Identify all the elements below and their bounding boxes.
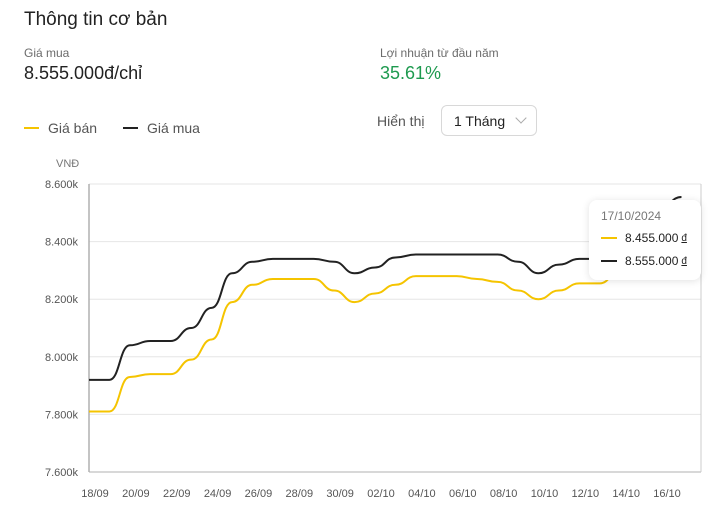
tooltip-buy-value: 8.555.000 bbox=[625, 254, 679, 268]
legend-label: Giá mua bbox=[147, 120, 200, 136]
tooltip-row-sell: 8.455.000 đ bbox=[601, 231, 689, 245]
chart-legend: Giá bán Giá mua bbox=[24, 120, 226, 136]
x-tick-label: 26/09 bbox=[245, 488, 273, 500]
y-tick-label: 7.800k bbox=[45, 409, 79, 421]
display-range-label: Hiển thị bbox=[377, 113, 425, 129]
chart-tooltip: 17/10/2024 8.455.000 đ 8.555.000 đ bbox=[589, 200, 701, 280]
buy-line-swatch-icon bbox=[123, 127, 139, 129]
legend-item-sell[interactable]: Giá bán bbox=[24, 120, 97, 136]
x-tick-label: 16/10 bbox=[653, 488, 681, 500]
currency-symbol: đ bbox=[681, 232, 687, 244]
x-tick-label: 22/09 bbox=[163, 488, 191, 500]
y-axis-ticks: 7.600k 7.800k 8.000k 8.200k 8.400k 8.600k bbox=[45, 179, 79, 479]
buy-price-line[interactable] bbox=[88, 195, 682, 381]
x-tick-label: 10/10 bbox=[531, 488, 559, 500]
buy-price-label: Giá mua bbox=[24, 46, 70, 60]
currency-symbol: đ bbox=[681, 255, 687, 267]
price-line-chart: VNĐ 7.600k 7.800k 8.000k 8.200k 8.400k 8.600k… bbox=[45, 158, 702, 500]
x-tick-label: 06/10 bbox=[449, 488, 477, 500]
page-title: Thông tin cơ bản bbox=[24, 9, 168, 30]
x-tick-label: 28/09 bbox=[286, 488, 314, 500]
y-tick-label: 8.600k bbox=[45, 179, 79, 191]
ytd-return-value: 35.61% bbox=[380, 63, 442, 83]
x-tick-label: 18/09 bbox=[81, 488, 109, 500]
buy-price-value: 8.555.000đ/chỉ bbox=[24, 63, 143, 83]
chevron-down-icon bbox=[515, 112, 527, 124]
time-range-select[interactable]: 1 Tháng bbox=[441, 105, 537, 136]
sell-line-swatch-icon bbox=[601, 237, 617, 239]
ytd-return-label: Lợi nhuận từ đầu năm bbox=[380, 46, 499, 60]
time-range-value: 1 Tháng bbox=[454, 112, 506, 129]
legend-item-buy[interactable]: Giá mua bbox=[123, 120, 200, 136]
legend-label: Giá bán bbox=[48, 120, 98, 136]
sell-line-swatch-icon bbox=[24, 127, 39, 129]
x-tick-label: 04/10 bbox=[408, 488, 436, 500]
buy-line-swatch-icon bbox=[601, 260, 617, 262]
x-tick-label: 24/09 bbox=[204, 488, 232, 500]
x-tick-label: 02/10 bbox=[367, 488, 395, 500]
x-tick-label: 20/09 bbox=[122, 488, 150, 500]
y-tick-label: 8.200k bbox=[45, 294, 79, 306]
y-tick-label: 7.600k bbox=[45, 467, 79, 479]
x-tick-label: 12/10 bbox=[572, 488, 600, 500]
y-tick-label: 8.400k bbox=[45, 237, 79, 249]
x-axis-ticks: 18/09 20/09 22/09 24/09 26/09 28/09 30/09 02/10… bbox=[81, 488, 681, 500]
sell-price-line[interactable] bbox=[89, 224, 682, 413]
y-axis-unit: VNĐ bbox=[56, 158, 79, 170]
x-tick-label: 08/10 bbox=[490, 488, 518, 500]
x-tick-label: 14/10 bbox=[612, 488, 640, 500]
tooltip-date: 17/10/2024 bbox=[601, 209, 662, 223]
y-tick-label: 8.000k bbox=[45, 352, 79, 364]
tooltip-row-buy: 8.555.000 đ bbox=[601, 254, 689, 268]
x-tick-label: 30/09 bbox=[326, 488, 354, 500]
tooltip-sell-value: 8.455.000 bbox=[625, 231, 679, 245]
